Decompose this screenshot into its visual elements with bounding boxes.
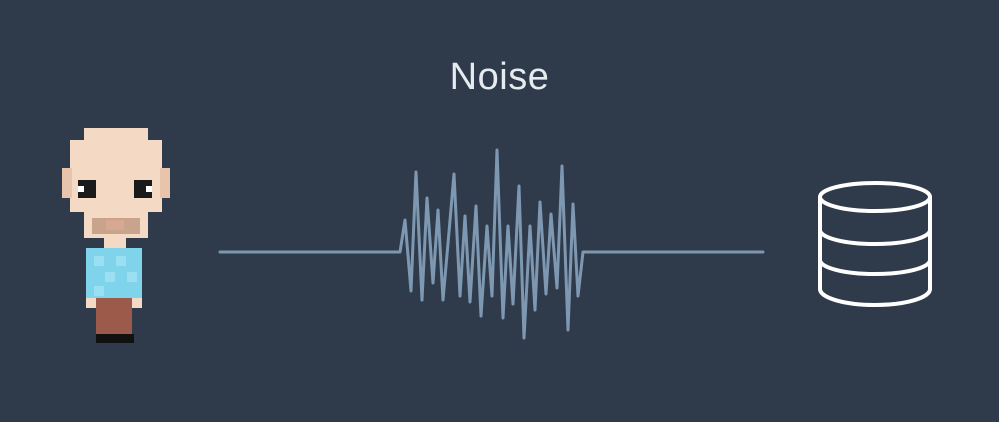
person-shirt-check bbox=[127, 272, 137, 282]
person-head bbox=[70, 140, 162, 212]
person-pants bbox=[96, 298, 132, 336]
person-ear-left bbox=[62, 168, 72, 198]
person-shoes bbox=[96, 334, 134, 343]
person-shirt-check bbox=[105, 272, 115, 282]
database-bottom bbox=[818, 287, 932, 307]
person-shirt-check bbox=[94, 256, 104, 266]
person-eye-left bbox=[78, 180, 96, 198]
person-neck bbox=[104, 238, 126, 250]
database-band-1 bbox=[818, 228, 932, 246]
database-icon bbox=[818, 181, 932, 307]
pixel-person-icon bbox=[62, 128, 170, 343]
person-shirt-check bbox=[94, 286, 104, 296]
person-eye-left-glint bbox=[78, 186, 84, 192]
person-nose bbox=[106, 220, 124, 230]
noise-signal-line bbox=[218, 148, 765, 340]
database-band-2 bbox=[818, 258, 932, 276]
person-shirt-check bbox=[116, 256, 126, 266]
person-head-top bbox=[84, 128, 148, 142]
person-ear-right bbox=[160, 168, 170, 198]
diagram-title: Noise bbox=[449, 56, 550, 98]
person-eye-right-glint bbox=[146, 186, 152, 192]
database-top-ellipse bbox=[818, 181, 932, 213]
person-hand-left bbox=[86, 298, 96, 308]
person-eye-right bbox=[134, 180, 152, 198]
person-hand-right bbox=[132, 298, 142, 308]
